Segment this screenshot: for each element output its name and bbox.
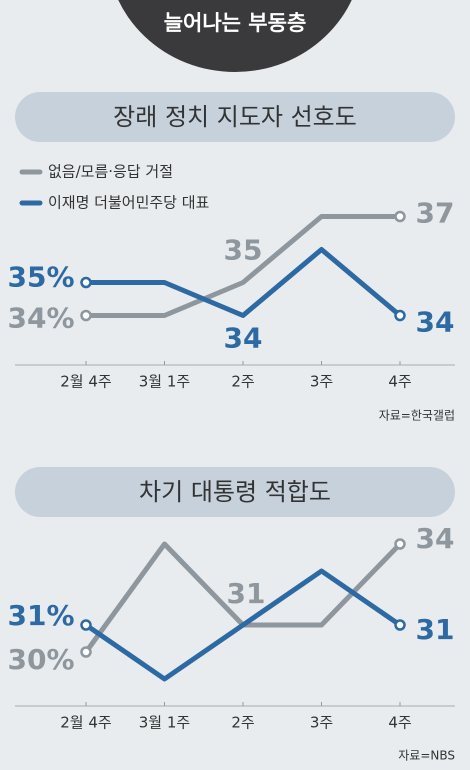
line <box>86 214 400 318</box>
x-tick-label: 4주 <box>388 373 411 391</box>
data-label: 34 <box>224 322 263 355</box>
data-label: 34 <box>416 306 455 339</box>
data-label: 37 <box>416 197 455 230</box>
x-tick-label: 2월 4주 <box>60 714 111 732</box>
title-pill <box>15 467 455 517</box>
line <box>84 568 402 682</box>
x-tick-label: 2주 <box>231 714 254 732</box>
chart-title: 차기 대통령 적합도 <box>139 478 331 506</box>
data-label: 34% <box>7 302 74 335</box>
x-tick-label: 3월 1주 <box>139 714 190 732</box>
data-label: 35% <box>7 261 74 294</box>
source: 자료=NBS <box>398 749 455 763</box>
legend-label: 이재명 더불어민주당 대표 <box>48 194 210 212</box>
title-pill <box>15 92 455 142</box>
chart-title: 장래 정치 지도자 선호도 <box>113 103 357 131</box>
point <box>394 538 406 550</box>
data-label: 31% <box>7 599 74 632</box>
point <box>80 646 92 658</box>
x-tick-label: 3주 <box>310 714 333 732</box>
data-label: 31 <box>227 577 266 610</box>
point <box>394 210 406 223</box>
point <box>394 309 406 322</box>
header-title: 늘어나는 부동층 <box>164 11 307 35</box>
x-tick-label: 2월 4주 <box>60 373 111 391</box>
data-label: 31 <box>416 613 455 646</box>
data-label: 30% <box>7 643 74 676</box>
data-label: 35 <box>224 234 263 267</box>
legend-label: 없음/모름·응답 거절 <box>48 163 173 181</box>
x-tick-label: 3주 <box>310 373 333 391</box>
data-label: 34 <box>416 522 455 555</box>
point <box>80 309 92 322</box>
point <box>80 619 92 631</box>
point <box>80 276 92 289</box>
x-tick-label: 2주 <box>231 373 254 391</box>
line <box>86 247 402 318</box>
x-tick-label: 3월 1주 <box>139 373 190 391</box>
x-tick-label: 4주 <box>388 714 411 732</box>
point <box>394 619 406 631</box>
header-badge <box>118 0 352 72</box>
source: 자료=한국갤럽 <box>379 409 455 423</box>
